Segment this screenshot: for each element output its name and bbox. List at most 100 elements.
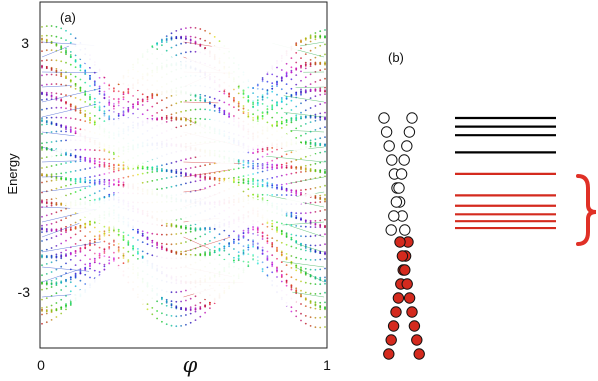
spectrum-dot bbox=[69, 130, 72, 133]
spectrum-dot bbox=[98, 254, 101, 256]
spectrum-dot bbox=[41, 255, 43, 258]
spectrum-dot bbox=[309, 259, 312, 261]
spectrum-dot bbox=[45, 310, 48, 313]
spectrum-dot bbox=[189, 173, 192, 176]
spectrum-dot bbox=[151, 232, 154, 235]
spectrum-dot bbox=[41, 181, 43, 184]
spectrum-dot bbox=[185, 314, 187, 316]
spectrum-dot bbox=[45, 94, 48, 97]
spectrum-dot bbox=[280, 174, 283, 177]
spectrum-dot bbox=[93, 101, 96, 103]
spectrum-dot bbox=[256, 179, 259, 182]
spectrum-gap bbox=[70, 255, 300, 312]
filled-site bbox=[406, 306, 418, 318]
spectrum-dot bbox=[74, 83, 77, 85]
spectrum-dot bbox=[252, 166, 255, 169]
spectrum-dot bbox=[175, 30, 178, 32]
spectrum-dot bbox=[156, 317, 159, 320]
spectrum-dot bbox=[290, 160, 293, 163]
spectrum-dot bbox=[141, 172, 144, 175]
spectrum-dot bbox=[237, 159, 240, 162]
spectrum-dot bbox=[242, 181, 245, 184]
spectrum-dot bbox=[290, 94, 293, 97]
spectrum-dot bbox=[41, 298, 43, 301]
spectrum-dot bbox=[276, 175, 278, 178]
spectrum-dot bbox=[108, 84, 111, 87]
spectrum-dot bbox=[314, 250, 317, 253]
spectrum-dot bbox=[271, 186, 274, 189]
spectrum-dot bbox=[65, 53, 67, 56]
spectrum-dot bbox=[146, 308, 149, 311]
spectrum-dot bbox=[108, 259, 111, 262]
spectrum-dot bbox=[84, 90, 87, 92]
spectrum-dot bbox=[324, 53, 326, 56]
spectrum-dot bbox=[117, 250, 120, 253]
spectrum-dot bbox=[314, 211, 317, 213]
spectrum-dot bbox=[300, 212, 302, 215]
spectrum-dot bbox=[295, 137, 298, 139]
spectrum-dot bbox=[84, 120, 87, 123]
spectrum-dot bbox=[93, 235, 96, 238]
spectrum-dot bbox=[65, 308, 67, 311]
spectrum-dot bbox=[69, 281, 72, 284]
spectrum-dot bbox=[55, 130, 58, 133]
spectrum-dot bbox=[84, 156, 87, 159]
open-site bbox=[403, 126, 416, 138]
spectrum-dot bbox=[89, 220, 91, 223]
spectrum-dot bbox=[247, 178, 250, 180]
spectrum-dot bbox=[309, 63, 312, 66]
spectrum-dot bbox=[108, 117, 111, 119]
spectrum-dot bbox=[304, 188, 307, 191]
spectrum-dot bbox=[65, 217, 67, 220]
spectrum-dot bbox=[256, 102, 259, 105]
spectrum-dot bbox=[165, 177, 168, 179]
spectrum-dot bbox=[79, 279, 82, 282]
spectrum-dot bbox=[290, 286, 293, 289]
spectrum-dot bbox=[93, 106, 96, 108]
spectrum-dot bbox=[285, 273, 288, 276]
spectrum-dot bbox=[285, 62, 288, 65]
spectrum-dot bbox=[108, 104, 111, 106]
spectrum-dot bbox=[127, 241, 130, 244]
spectrum-dot bbox=[204, 94, 207, 97]
spectrum-dot bbox=[79, 78, 82, 81]
spectrum-dot bbox=[242, 252, 245, 254]
spectrum-dot bbox=[252, 152, 255, 155]
spectrum-dot bbox=[247, 94, 250, 97]
spectrum-dot bbox=[266, 234, 269, 237]
spectrum-fan-line bbox=[295, 86, 325, 88]
spectrum-dot bbox=[103, 96, 106, 99]
spectrum-dot bbox=[276, 148, 278, 151]
spectrum-dot bbox=[108, 193, 111, 196]
spectrum-dot bbox=[252, 242, 255, 245]
spectrum-dot bbox=[290, 119, 293, 122]
spectrum-dot bbox=[117, 243, 120, 245]
spectrum-dot bbox=[161, 248, 163, 251]
spectrum-dot bbox=[103, 82, 106, 85]
spectrum-dot bbox=[295, 240, 298, 243]
spectrum-dot bbox=[271, 99, 274, 102]
spectrum-dot bbox=[266, 274, 269, 277]
spectrum-dot bbox=[113, 153, 115, 156]
spectrum-dot bbox=[314, 304, 317, 307]
spectrum-dot bbox=[309, 40, 312, 43]
spectrum-dot bbox=[256, 256, 259, 258]
spectrum-dot bbox=[69, 63, 72, 66]
spectrum-dot bbox=[271, 150, 274, 153]
spectrum-dot bbox=[89, 117, 91, 120]
spectrum-dot bbox=[98, 165, 101, 168]
spectrum-dot bbox=[41, 310, 43, 312]
spectrum-dot bbox=[324, 145, 326, 147]
spectrum-dot bbox=[113, 87, 115, 90]
spectrum-dot bbox=[180, 42, 183, 45]
spectrum-dot bbox=[60, 126, 63, 128]
spectrum-dot bbox=[65, 107, 67, 110]
spectrum-dot bbox=[218, 40, 221, 42]
spectrum-dot bbox=[93, 84, 96, 87]
spectrum-dot bbox=[233, 181, 235, 184]
spectrum-dot bbox=[180, 232, 183, 235]
spectrum-dot bbox=[218, 107, 221, 109]
spectrum-dot bbox=[103, 180, 106, 183]
spectrum-dot bbox=[247, 115, 250, 118]
